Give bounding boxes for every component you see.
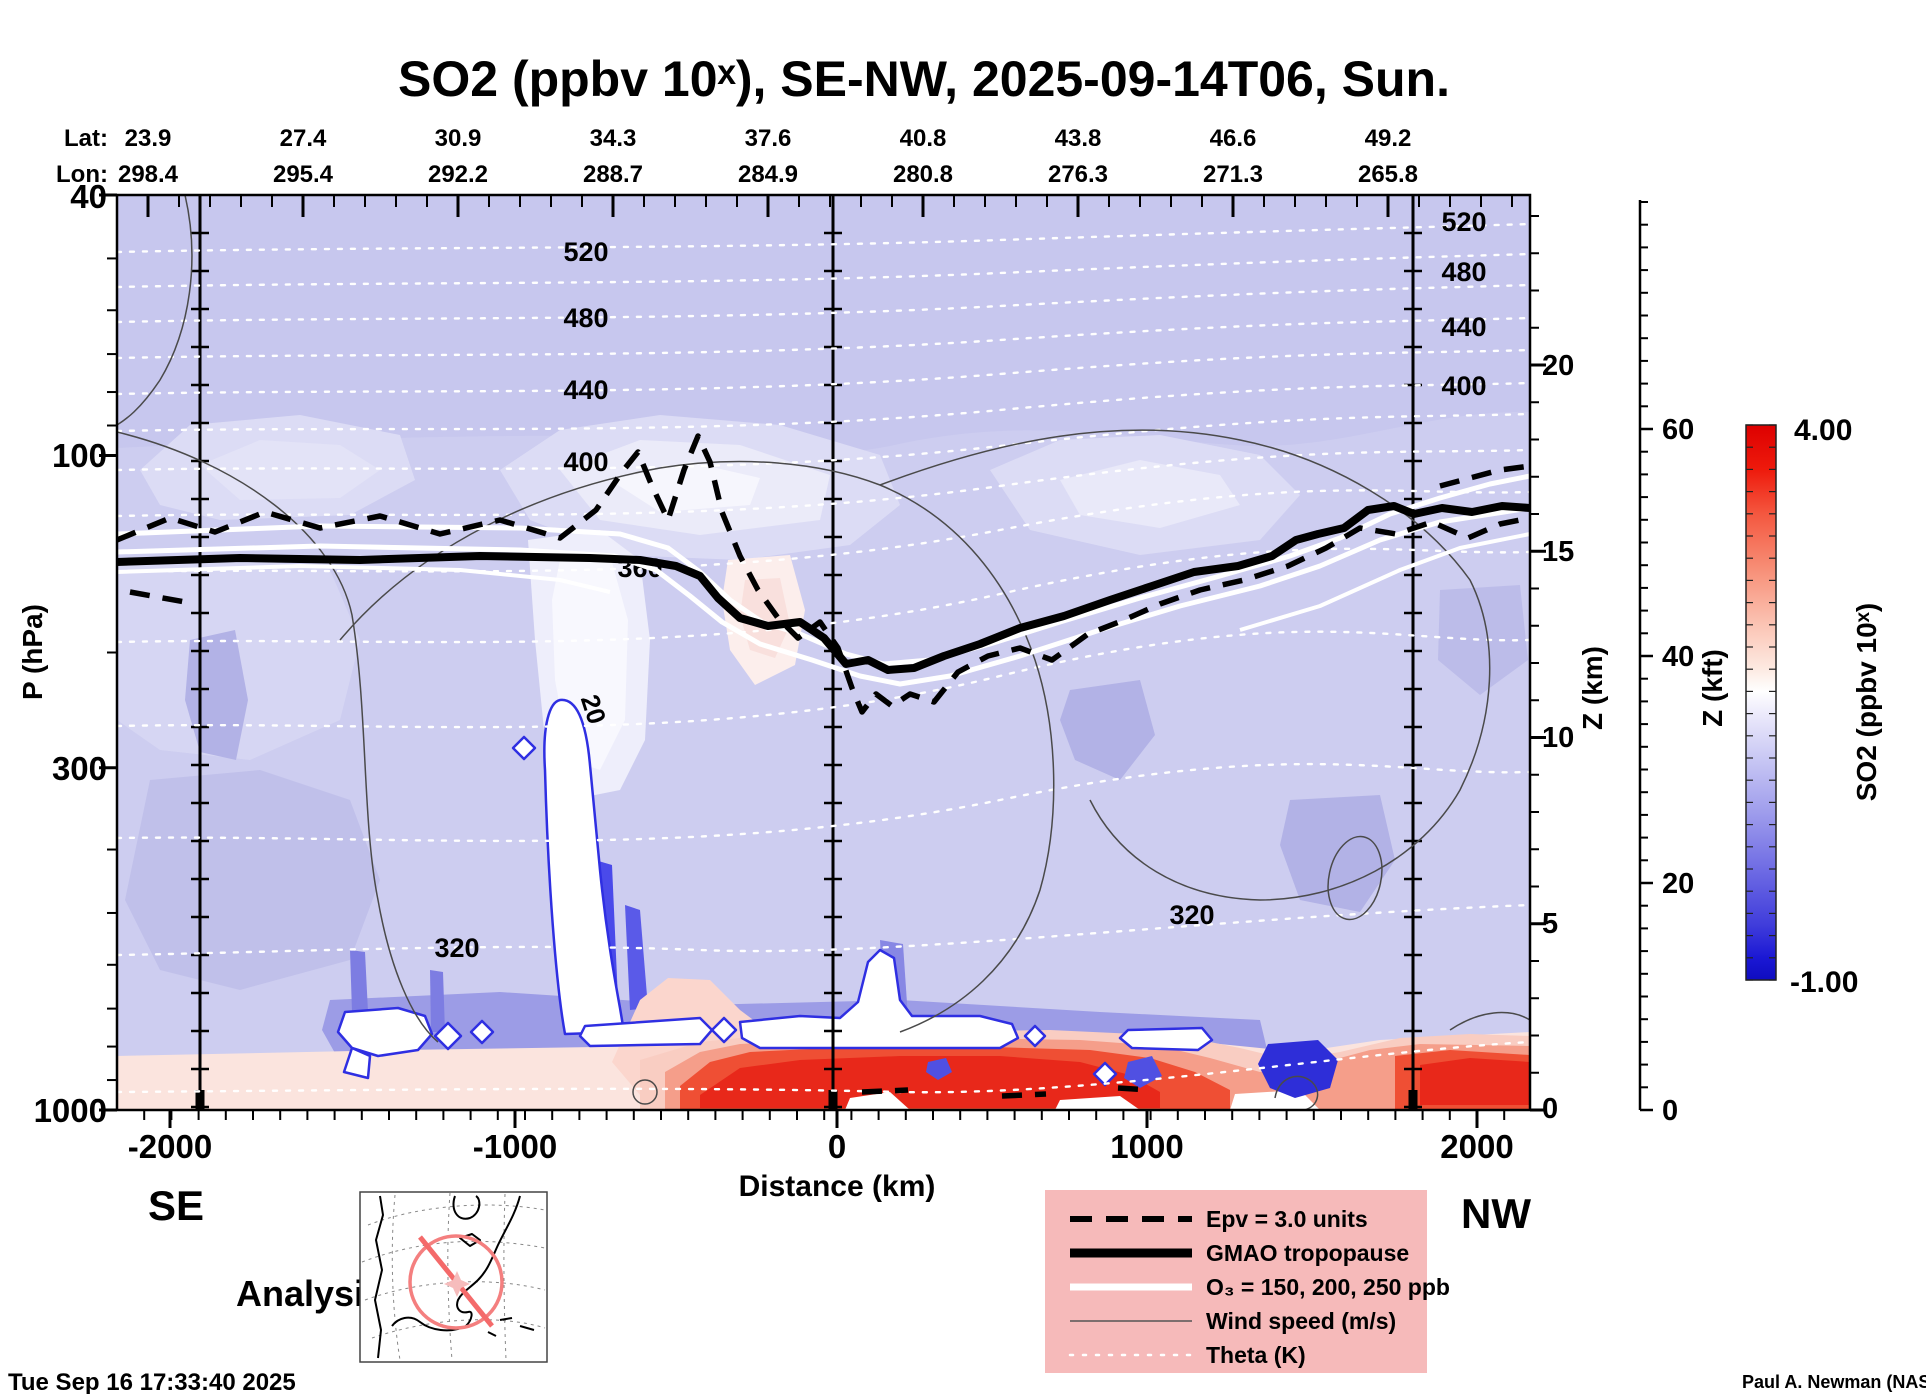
zkm-axis-labels: 20 15 10 5 0 (1542, 350, 1574, 1125)
theta-label-400-left: 400 (563, 447, 608, 477)
theta-label-480-left: 480 (563, 303, 608, 333)
axis-ticks (99, 193, 1653, 1128)
zkft-axis-labels: 60 40 20 0 (1662, 414, 1694, 1127)
zkm-tick-10: 10 (1542, 722, 1574, 754)
distance-axis-labels: -2000 -1000 0 1000 2000 (128, 1128, 1514, 1165)
epv-contour (117, 433, 1530, 1099)
theta-label-440-right: 440 (1441, 312, 1486, 342)
colorbar-gradient (1745, 424, 1777, 981)
colorbar: 4.00 -1.00 SO2 (ppbv 10ˣ) (1745, 414, 1882, 999)
p-tick-100: 100 (52, 437, 107, 474)
x-tick-m1000: -1000 (473, 1128, 557, 1165)
top-axis-labels: Lat: Lon: 23.9 27.4 30.9 34.3 37.6 40.8 … (56, 125, 1418, 188)
zkft-tick-60: 60 (1662, 414, 1694, 446)
colorbar-min: -1.00 (1790, 966, 1858, 999)
lat-value: 49.2 (1365, 125, 1412, 152)
endpoint-se-label: SE (148, 1182, 204, 1229)
distance-axis-title: Distance (km) (739, 1170, 936, 1203)
timestamp: Tue Sep 16 17:33:40 2025 (8, 1369, 296, 1394)
lon-value: 284.9 (738, 161, 798, 188)
theta-contour-labels: 520 480 440 400 520 480 440 400 360 320 … (434, 207, 1486, 963)
map-transect-circle (408, 1234, 504, 1330)
legend-ozone-label: O₃ = 150, 200, 250 ppb (1206, 1274, 1450, 1300)
map-coastlines (374, 1195, 535, 1359)
p-tick-1000: 1000 (34, 1092, 107, 1129)
zkm-axis-title: Z (km) (1577, 646, 1608, 730)
lon-value: 276.3 (1048, 161, 1108, 188)
x-tick-1000: 1000 (1110, 1128, 1183, 1165)
lon-value: 292.2 (428, 161, 488, 188)
white-blob-row (336, 698, 1214, 1087)
colorbar-max: 4.00 (1794, 414, 1852, 447)
so2-filled-field (117, 195, 1530, 1110)
lat-value: 40.8 (900, 125, 947, 152)
theta-label-320-left: 320 (434, 933, 479, 963)
lat-value: 23.9 (125, 125, 172, 152)
pressure-axis-title: P (hPa) (17, 604, 48, 700)
lat-value: 43.8 (1055, 125, 1102, 152)
colorbar-segment-ticks (1746, 424, 1776, 981)
lat-value: 37.6 (745, 125, 792, 152)
legend-epv-label: Epv = 3.0 units (1206, 1206, 1368, 1232)
legend-tropopause-label: GMAO tropopause (1206, 1240, 1409, 1266)
zkft-tick-40: 40 (1662, 641, 1694, 673)
p-tick-300: 300 (52, 750, 107, 787)
wind-speed-contours (117, 195, 1530, 1110)
lon-value: 295.4 (273, 161, 334, 188)
credit: Paul A. Newman (NASA (1742, 1372, 1926, 1392)
plot-title: SO2 (ppbv 10ˣ), SE-NW, 2025-09-14T06, Su… (398, 51, 1450, 107)
lon-value: 271.3 (1203, 161, 1263, 188)
lon-value: 288.7 (583, 161, 643, 188)
legend-wind-label: Wind speed (m/s) (1206, 1308, 1396, 1334)
p-tick-40: 40 (70, 178, 107, 215)
lat-value: 27.4 (280, 125, 327, 152)
gmao-tropopause-line (117, 502, 1530, 674)
zkft-axis-title: Z (kft) (1697, 649, 1728, 727)
colorbar-title: SO2 (ppbv 10ˣ) (1851, 603, 1882, 802)
theta-label-440-left: 440 (563, 375, 608, 405)
endpoint-nw-label: NW (1461, 1190, 1531, 1237)
theta-label-520-right: 520 (1441, 207, 1486, 237)
lat-row-label: Lat: (64, 125, 108, 152)
zkm-tick-0: 0 (1542, 1093, 1558, 1125)
lon-value: 265.8 (1358, 161, 1418, 188)
lon-value: 298.4 (118, 161, 179, 188)
pressure-axis-labels: 40 100 300 1000 (34, 178, 107, 1129)
lon-value: 280.8 (893, 161, 953, 188)
zkft-tick-0: 0 (1662, 1095, 1678, 1127)
plot-legend: Epv = 3.0 units GMAO tropopause O₃ = 150… (1045, 1190, 1450, 1373)
theta-label-400-right: 400 (1441, 371, 1486, 401)
map-inset (359, 1191, 548, 1363)
theta-label-480-right: 480 (1441, 257, 1486, 287)
theta-label-520-left: 520 (563, 237, 608, 267)
legend-labels: Epv = 3.0 units GMAO tropopause O₃ = 150… (1206, 1206, 1450, 1368)
lat-value: 34.3 (590, 125, 637, 152)
zkm-tick-20: 20 (1542, 350, 1574, 382)
lat-value: 46.6 (1210, 125, 1257, 152)
zkft-tick-20: 20 (1662, 868, 1694, 900)
zkm-tick-15: 15 (1542, 536, 1574, 568)
lat-value: 30.9 (435, 125, 482, 152)
map-center-star (444, 1271, 470, 1297)
x-tick-2000: 2000 (1440, 1128, 1513, 1165)
theta-label-320-right: 320 (1169, 900, 1214, 930)
x-tick-0: 0 (828, 1128, 846, 1165)
lon-row-label: Lon: (56, 161, 108, 188)
zkm-tick-5: 5 (1542, 908, 1558, 940)
legend-theta-label: Theta (K) (1206, 1342, 1306, 1368)
x-tick-m2000: -2000 (128, 1128, 212, 1165)
